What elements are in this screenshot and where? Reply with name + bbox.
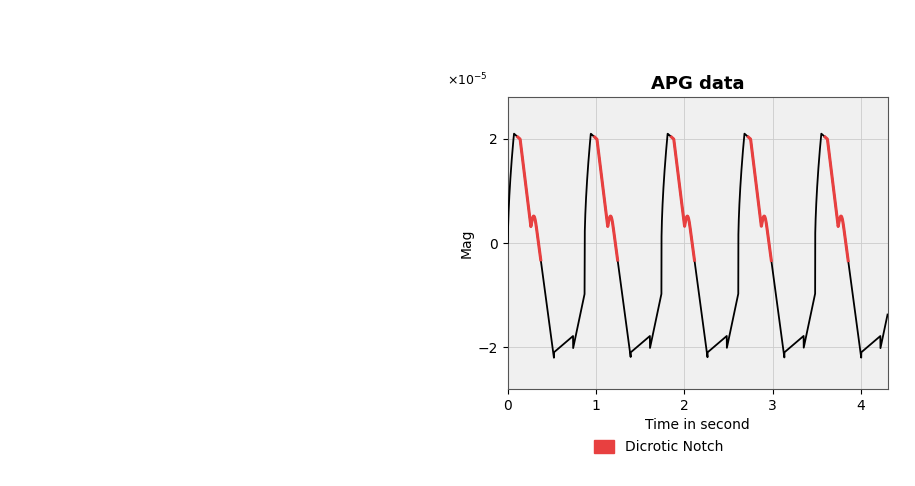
X-axis label: Time in second: Time in second — [645, 418, 750, 432]
Y-axis label: Mag: Mag — [459, 228, 474, 258]
Legend: Dicrotic Notch: Dicrotic Notch — [588, 434, 729, 460]
Text: $\times10^{-5}$: $\times10^{-5}$ — [447, 72, 488, 88]
Title: APG data: APG data — [651, 75, 745, 93]
